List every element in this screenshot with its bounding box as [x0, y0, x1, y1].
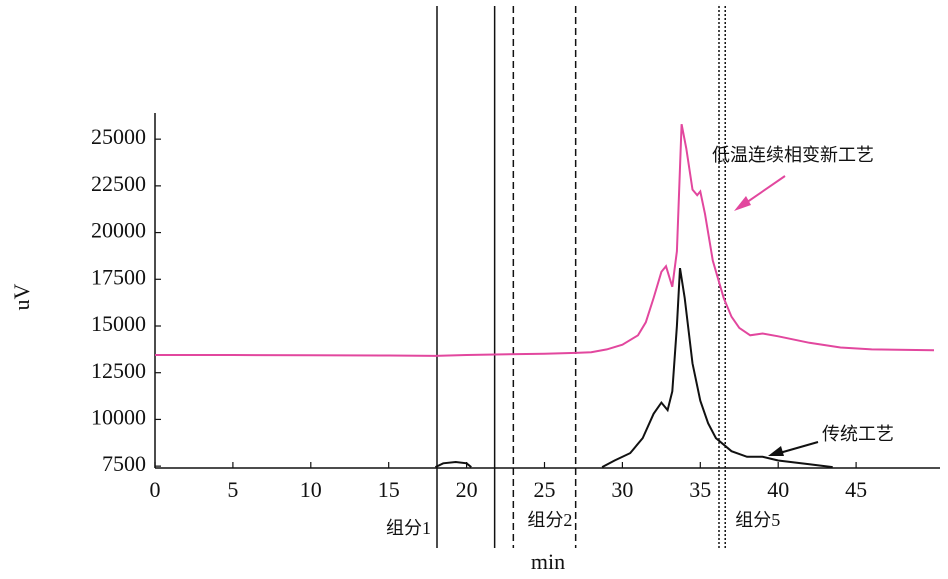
annotation: 传统工艺 — [822, 424, 894, 444]
x-tick-label: 25 — [534, 477, 556, 502]
y-tick-label: 10000 — [91, 404, 146, 429]
x-tick-label: 5 — [227, 477, 238, 502]
fraction-label: 组分2 — [527, 510, 572, 530]
annotation: 低温连续相变新工艺 — [712, 145, 874, 165]
x-tick-label: 15 — [378, 477, 400, 502]
y-tick-label: 15000 — [91, 311, 146, 336]
annotation-arrow — [775, 441, 819, 455]
y-axis-label: uV — [9, 283, 34, 310]
y-tick-label: 12500 — [91, 358, 146, 383]
x-tick-label: 35 — [689, 477, 711, 502]
x-tick-label: 30 — [611, 477, 633, 502]
series-line — [434, 460, 472, 468]
x-tick-label: 40 — [767, 477, 789, 502]
y-tick-label: 7500 — [102, 451, 146, 476]
series-line — [155, 124, 935, 357]
x-tick-label: 20 — [456, 477, 478, 502]
y-tick-label: 20000 — [91, 218, 146, 243]
x-tick-label: 45 — [845, 477, 867, 502]
x-tick-label: 10 — [300, 477, 322, 502]
x-tick-label: 0 — [150, 477, 161, 502]
series-line — [601, 267, 833, 469]
y-tick-label: 22500 — [91, 171, 146, 196]
arrow-head — [734, 196, 751, 211]
y-tick-label: 17500 — [91, 264, 146, 289]
y-tick-label: 25000 — [91, 124, 146, 149]
fraction-label: 组分1 — [386, 518, 431, 538]
arrow-head — [768, 446, 784, 456]
fraction-label: 组分5 — [735, 510, 780, 530]
x-axis-label: min — [531, 549, 565, 574]
